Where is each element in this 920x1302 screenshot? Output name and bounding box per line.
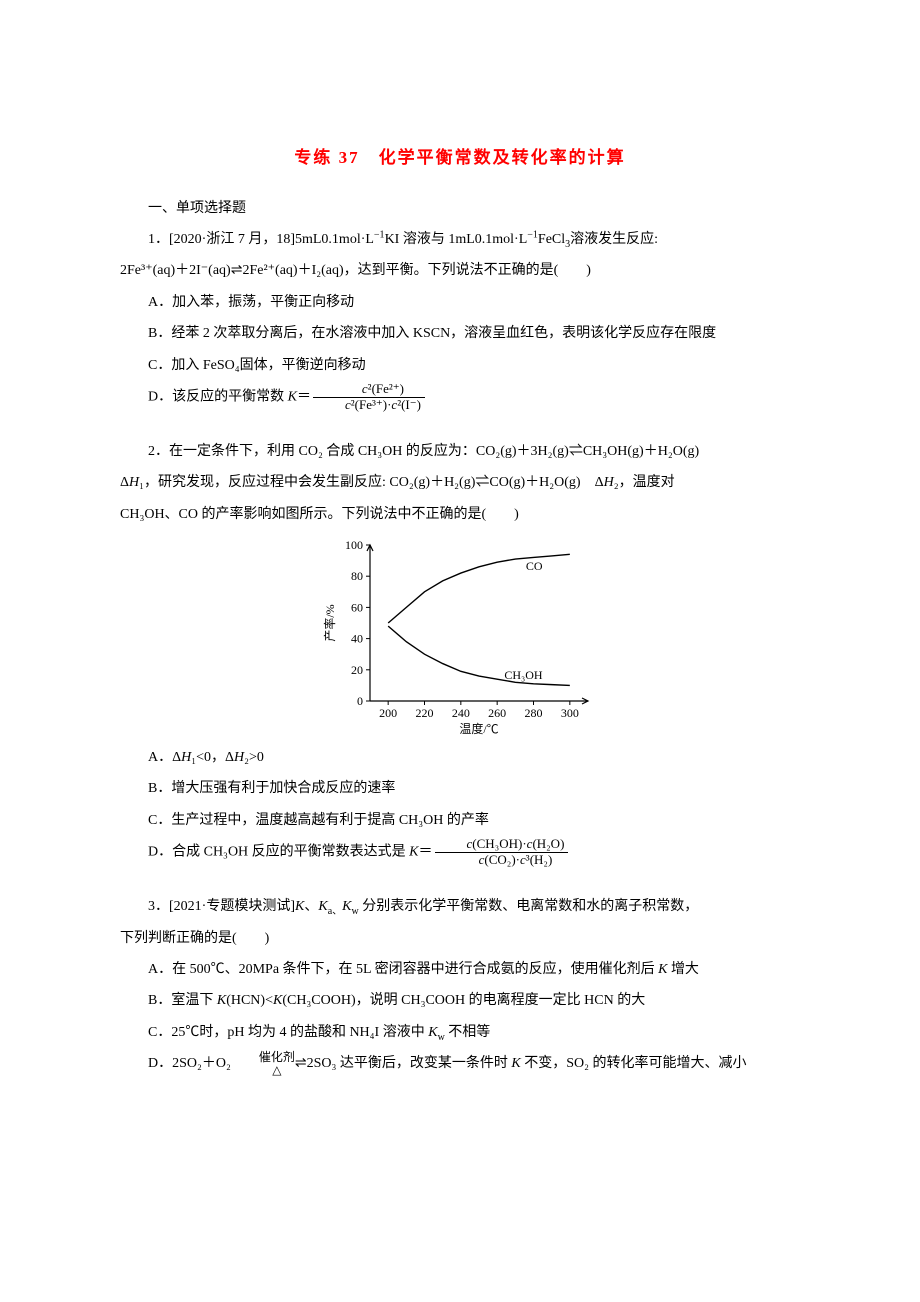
q3-d-b: 2SO₃ 达平衡后，改变某一条件时 bbox=[307, 1056, 512, 1071]
q2-d-den2: ³(H₂) bbox=[526, 852, 552, 867]
svg-text:200: 200 bbox=[379, 706, 397, 720]
q3-b-a: B．室温下 bbox=[148, 993, 217, 1008]
q3-s-g-sub: w bbox=[351, 906, 358, 917]
q2-d-num2: (H₂O) bbox=[532, 836, 564, 851]
q3-b-d: K bbox=[273, 993, 282, 1008]
svg-text:0: 0 bbox=[357, 694, 363, 708]
svg-text:260: 260 bbox=[488, 706, 506, 720]
q3-option-b: B．室温下 K(HCN)<K(CH₃COOH)，说明 CH₃COOH 的电离程度… bbox=[120, 986, 800, 1015]
catalyst-annotation: 催化剂△ bbox=[231, 1051, 295, 1077]
q2-option-a: A．ΔH₁<0，ΔH₂>0 bbox=[120, 743, 800, 772]
q2-option-b: B．增大压强有利于加快合成反应的速率 bbox=[120, 774, 800, 803]
page-title: 专练 37 化学平衡常数及转化率的计算 bbox=[120, 140, 800, 176]
q1-stem-b: KI 溶液与 1mL0.1mol·L bbox=[385, 232, 528, 247]
q3-option-d: D．2SO₂＋O₂催化剂△⇌2SO₃ 达平衡后，改变某一条件时 K 不变，SO₂… bbox=[120, 1049, 800, 1078]
q3-d-c: K bbox=[511, 1056, 520, 1071]
q1-d-den-d: ²(I⁻) bbox=[397, 397, 421, 412]
svg-text:CH₃OH: CH₃OH bbox=[504, 668, 543, 682]
q2-option-d: D．合成 CH₃OH 反应的平衡常数表达式是 K＝ c(CH₃OH)·c(H₂O… bbox=[120, 837, 800, 868]
q1-stem-d: 溶液发生反应: bbox=[570, 232, 658, 247]
q1-d-num-rest: ²(Fe²⁺) bbox=[368, 381, 404, 396]
q2-a-e: ₂>0 bbox=[244, 750, 264, 765]
q3-stem: 3．[2021·专题模块测试]K、Ka、Kw 分别表示化学平衡常数、电离常数和水… bbox=[120, 892, 800, 921]
svg-text:60: 60 bbox=[351, 600, 363, 614]
q1-d-eq: ＝ bbox=[297, 390, 311, 405]
q1-option-a: A．加入苯，振荡，平衡正向移动 bbox=[120, 288, 800, 317]
q3-d-cat-top: 催化剂 bbox=[231, 1051, 295, 1064]
svg-text:40: 40 bbox=[351, 632, 363, 646]
q1-d-k: K bbox=[288, 390, 297, 405]
q1-equation: 2Fe³⁺(aq)＋2I⁻(aq)⇌2Fe²⁺(aq)＋I₂(aq)，达到平衡。… bbox=[120, 256, 800, 285]
q1-d-fraction: c²(Fe²⁺) c²(Fe³⁺)·c²(I⁻) bbox=[313, 382, 425, 413]
q2-d-fraction: c(CH₃OH)·c(H₂O) c(CO₂)·c³(H₂) bbox=[435, 837, 569, 868]
q2-s2-a: Δ bbox=[120, 475, 129, 490]
q3-option-c: C．25℃时，pH 均为 4 的盐酸和 NH₄I 溶液中 Kw 不相等 bbox=[120, 1018, 800, 1047]
q1-stem-c: FeCl bbox=[538, 232, 565, 247]
q1-d-den-b: ²(Fe³⁺)· bbox=[351, 397, 392, 412]
q1-stem: 1．[2020·浙江 7 月，18]5mL0.1mol·L−1KI 溶液与 1m… bbox=[120, 225, 800, 254]
q2-d-k: K bbox=[409, 845, 418, 860]
q3-d-d: 不变，SO₂ 的转化率可能增大、减小 bbox=[521, 1056, 747, 1071]
q3-s-a: 3．[2021·专题模块测试] bbox=[148, 899, 295, 914]
q3-s-c: 、 bbox=[304, 899, 318, 914]
q2-stem-line1: 2．在一定条件下，利用 CO₂ 合成 CH₃OH 的反应为：CO₂(g)＋3H₂… bbox=[120, 437, 800, 466]
q3-s-d: K bbox=[318, 899, 327, 914]
sup-minus1-a: −1 bbox=[374, 229, 385, 240]
svg-text:80: 80 bbox=[351, 569, 363, 583]
svg-text:CO: CO bbox=[526, 559, 543, 573]
q2-s2-b: H bbox=[129, 475, 139, 490]
sup-minus1-b: −1 bbox=[527, 229, 538, 240]
q2-option-c: C．生产过程中，温度越高越有利于提高 CH₃OH 的产率 bbox=[120, 806, 800, 835]
q3-c-b: K bbox=[428, 1025, 437, 1040]
q2-stem-line2: ΔH₁，研究发现，反应过程中会发生副反应: CO₂(g)＋H₂(g)⇌CO(g)… bbox=[120, 468, 800, 497]
svg-text:240: 240 bbox=[452, 706, 470, 720]
q3-a-a: A．在 500℃、20MPa 条件下，在 5L 密闭容器中进行合成氨的反应，使用… bbox=[148, 962, 658, 977]
q2-s2-d: H bbox=[604, 475, 614, 490]
yield-vs-temperature-chart: 0 20 40 60 80 100 200 220 240 260 280 300 温度/℃ 产率/% CO… bbox=[320, 537, 600, 737]
q3-c-sub: w bbox=[438, 1031, 445, 1042]
q3-b-e: (CH₃COOH)，说明 CH₃COOH 的电离程度一定比 HCN 的大 bbox=[282, 993, 645, 1008]
q3-a-c: 增大 bbox=[667, 962, 699, 977]
q2-s2-e: ₂，温度对 bbox=[614, 475, 675, 490]
q3-c-c: 不相等 bbox=[445, 1025, 491, 1040]
q3-c-a: C．25℃时，pH 均为 4 的盐酸和 NH₄I 溶液中 bbox=[148, 1025, 428, 1040]
q3-d-a: D．2SO₂＋O₂ bbox=[148, 1056, 231, 1071]
q3-d-cat-bot: △ bbox=[231, 1064, 295, 1077]
svg-text:20: 20 bbox=[351, 663, 363, 677]
q2-s2-c: ₁，研究发现，反应过程中会发生副反应: CO₂(g)＋H₂(g)⇌CO(g)＋H… bbox=[139, 475, 603, 490]
q2-a-b: H bbox=[181, 750, 191, 765]
svg-text:产率/%: 产率/% bbox=[322, 604, 337, 641]
q2-d-den: (CO₂)· bbox=[484, 852, 520, 867]
q1-option-b: B．经苯 2 次萃取分离后，在水溶液中加入 KSCN，溶液呈血红色，表明该化学反… bbox=[120, 319, 800, 348]
svg-text:300: 300 bbox=[561, 706, 579, 720]
q1-d-lead: D．该反应的平衡常数 bbox=[148, 390, 288, 405]
q2-a-a: A．Δ bbox=[148, 750, 181, 765]
q3-d-arrow: ⇌ bbox=[295, 1056, 307, 1071]
svg-text:温度/℃: 温度/℃ bbox=[459, 721, 498, 736]
q3-s-e: a、 bbox=[328, 906, 342, 917]
q2-a-c: ₁<0，Δ bbox=[191, 750, 234, 765]
q2-a-d: H bbox=[234, 750, 244, 765]
section-heading-1: 一、单项选择题 bbox=[120, 194, 800, 223]
q2-d-eq: ＝ bbox=[419, 845, 433, 860]
q2-stem-line3: CH₃OH、CO 的产率影响如图所示。下列说法中不正确的是( ) bbox=[120, 500, 800, 529]
q3-option-a: A．在 500℃、20MPa 条件下，在 5L 密闭容器中进行合成氨的反应，使用… bbox=[120, 955, 800, 984]
q3-b-b: K bbox=[217, 993, 226, 1008]
svg-text:280: 280 bbox=[525, 706, 543, 720]
q2-d-lead: D．合成 CH₃OH 反应的平衡常数表达式是 bbox=[148, 845, 409, 860]
q3-s-g: 分别表示化学平衡常数、电离常数和水的离子积常数， bbox=[359, 899, 699, 914]
q1-option-c: C．加入 FeSO₄固体，平衡逆向移动 bbox=[120, 351, 800, 380]
q1-option-d: D．该反应的平衡常数 K＝ c²(Fe²⁺) c²(Fe³⁺)·c²(I⁻) bbox=[120, 382, 800, 413]
q2-d-num: (CH₃OH)· bbox=[472, 836, 526, 851]
q2-chart-container: 0 20 40 60 80 100 200 220 240 260 280 300 温度/℃ 产率/% CO… bbox=[120, 537, 800, 737]
q3-stem-line2: 下列判断正确的是( ) bbox=[120, 924, 800, 953]
q3-b-c: (HCN)< bbox=[226, 993, 273, 1008]
svg-text:220: 220 bbox=[416, 706, 434, 720]
q3-s-b: K bbox=[295, 899, 304, 914]
svg-text:100: 100 bbox=[345, 538, 363, 552]
q1-stem-a: 1．[2020·浙江 7 月，18]5mL0.1mol·L bbox=[148, 232, 374, 247]
